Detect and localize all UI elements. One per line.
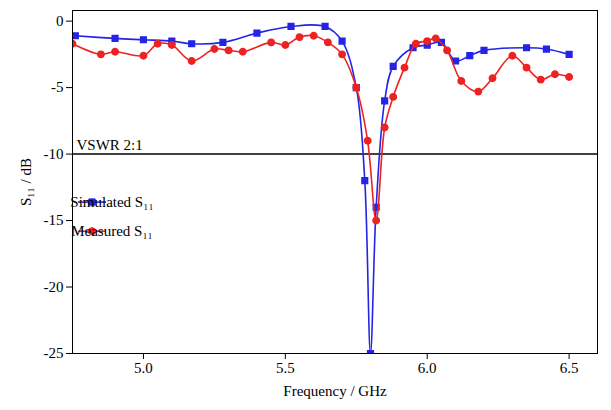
svg-text:-5: -5	[51, 79, 64, 95]
svg-text:6.5: 6.5	[560, 360, 579, 376]
svg-text:Simulated S₁₁: Simulated S₁₁	[70, 194, 153, 210]
svg-text:Measured S₁₁: Measured S₁₁	[71, 223, 153, 239]
svg-text:Frequency / GHz: Frequency / GHz	[283, 383, 387, 399]
svg-text:-20: -20	[44, 279, 64, 295]
svg-text:5.5: 5.5	[276, 360, 295, 376]
svg-text:5.0: 5.0	[134, 360, 153, 376]
svg-text:6.0: 6.0	[418, 360, 437, 376]
svg-text:0: 0	[56, 13, 64, 29]
svg-text:S₁₁ / dB: S₁₁ / dB	[18, 158, 34, 206]
svg-text:-25: -25	[44, 345, 64, 361]
svg-text:VSWR 2:1: VSWR 2:1	[77, 137, 143, 153]
svg-text:-10: -10	[44, 146, 64, 162]
svg-text:-15: -15	[44, 212, 64, 228]
